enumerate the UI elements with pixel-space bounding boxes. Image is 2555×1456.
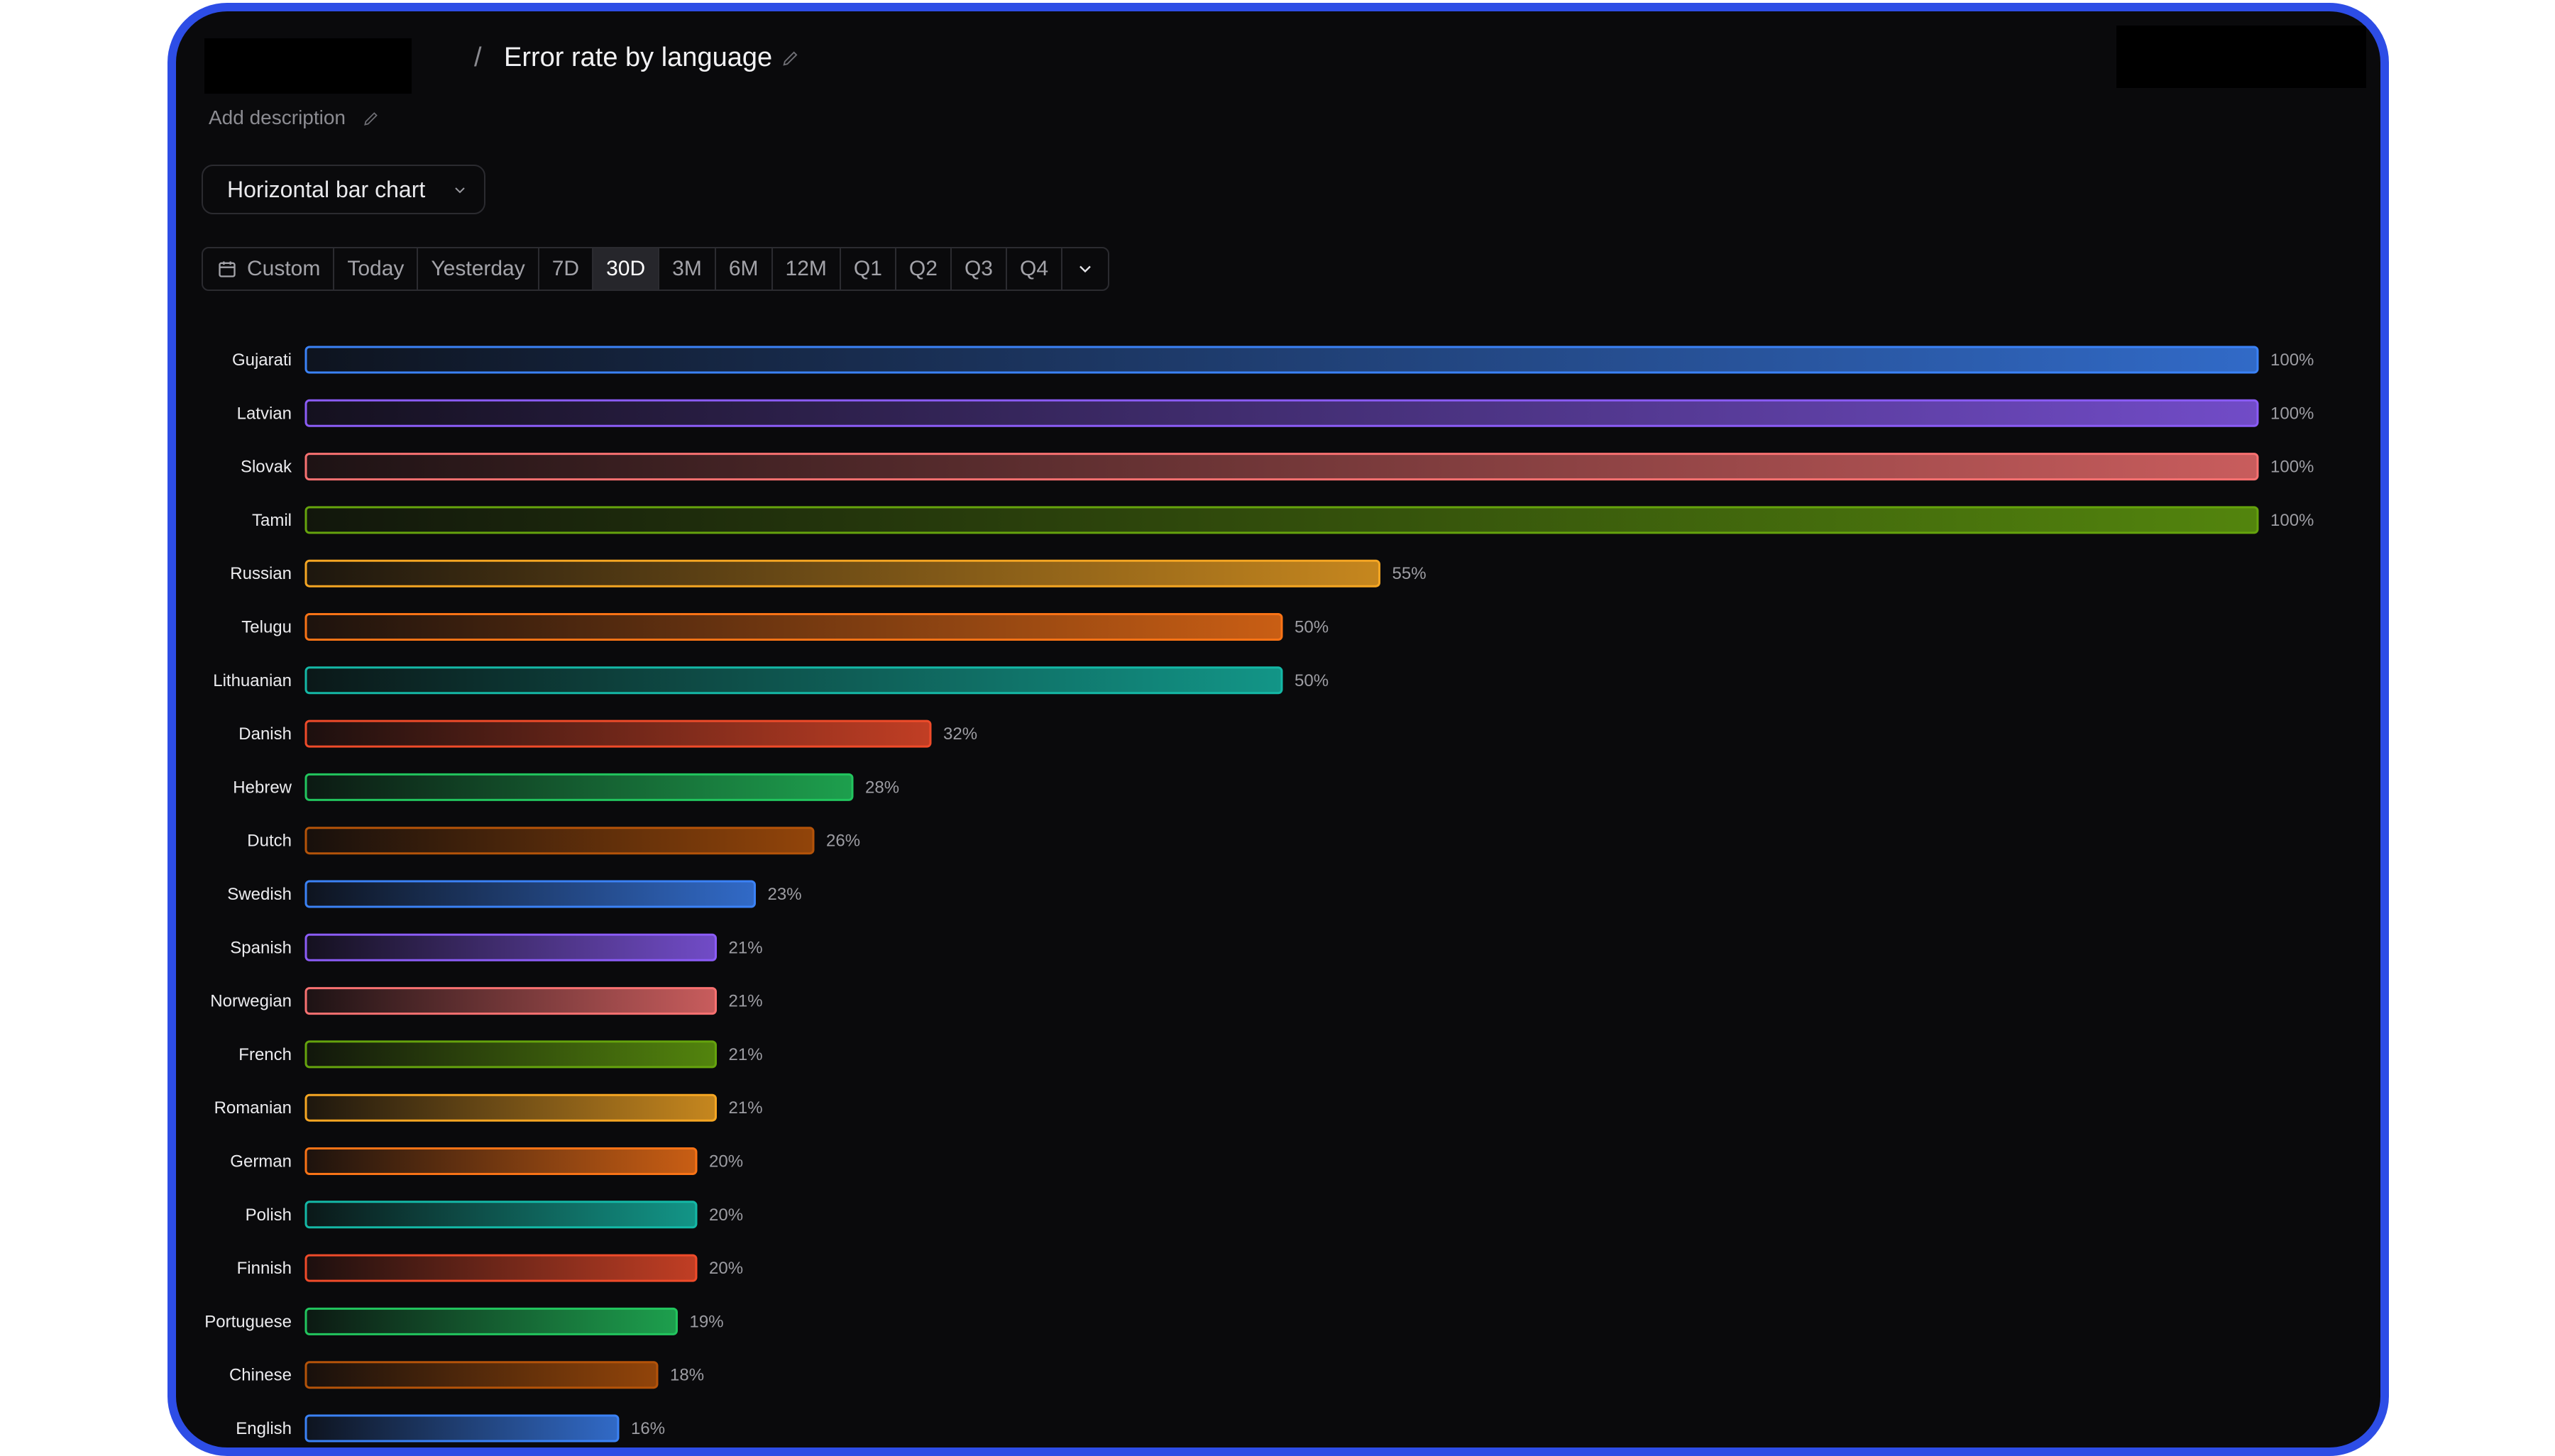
range-more[interactable]: [1062, 248, 1108, 289]
chevron-down-icon: [1079, 265, 1091, 273]
category-label: French: [238, 1045, 292, 1064]
value-label: 28%: [865, 778, 899, 797]
range-7d[interactable]: 7D: [539, 248, 594, 289]
category-label: Swedish: [227, 885, 292, 904]
value-label: 21%: [729, 992, 763, 1011]
range-q2[interactable]: Q2: [896, 248, 952, 289]
value-label: 50%: [1295, 618, 1329, 637]
edit-title-icon[interactable]: [781, 48, 801, 68]
bar[interactable]: [304, 1093, 717, 1122]
category-label: Dutch: [247, 832, 292, 851]
category-label: Chinese: [229, 1366, 292, 1385]
bar[interactable]: [304, 1307, 678, 1335]
bar[interactable]: [304, 399, 2259, 427]
category-label: Tamil: [252, 511, 292, 530]
bar-chart: Gujarati 100% Latvian 100% Slovak 100% Tamil 10…: [204, 346, 2314, 1443]
value-label: 100%: [2270, 404, 2314, 423]
bar[interactable]: [304, 1201, 698, 1229]
category-label: Hebrew: [233, 778, 292, 797]
bar[interactable]: [304, 1414, 620, 1443]
category-label: Slovak: [241, 458, 292, 477]
bar[interactable]: [304, 719, 932, 748]
category-label: Polish: [246, 1206, 292, 1225]
range-q4[interactable]: Q4: [1007, 248, 1063, 289]
category-label: Spanish: [230, 938, 292, 957]
value-label: 20%: [709, 1259, 743, 1278]
category-label: Danish: [238, 724, 292, 744]
chart-type-select[interactable]: Horizontal bar chart: [202, 165, 485, 214]
bar[interactable]: [304, 880, 756, 908]
value-label: 100%: [2270, 458, 2314, 477]
value-label: 18%: [670, 1366, 704, 1385]
redacted-actions: [2116, 26, 2366, 88]
value-label: 16%: [631, 1419, 665, 1438]
value-label: 21%: [729, 1045, 763, 1064]
value-label: 21%: [729, 938, 763, 957]
bar[interactable]: [304, 1361, 659, 1389]
app-window: / Error rate by language Add description…: [167, 3, 2389, 1456]
bar[interactable]: [304, 666, 1283, 695]
category-label: Finnish: [237, 1259, 292, 1278]
bar[interactable]: [304, 1040, 717, 1069]
category-label: Russian: [230, 564, 292, 583]
chevron-down-icon: [455, 187, 465, 194]
bar[interactable]: [304, 987, 717, 1015]
category-label: Romanian: [214, 1098, 292, 1118]
redacted-breadcrumb: [204, 38, 412, 94]
bar[interactable]: [304, 559, 1380, 588]
value-label: 23%: [768, 885, 802, 904]
category-label: Latvian: [237, 404, 292, 423]
bar[interactable]: [304, 453, 2259, 481]
range-q3[interactable]: Q3: [952, 248, 1007, 289]
bar[interactable]: [304, 613, 1283, 641]
value-label: 50%: [1295, 671, 1329, 690]
chart-type-value: Horizontal bar chart: [227, 176, 426, 202]
value-label: 32%: [943, 724, 977, 744]
range-q1[interactable]: Q1: [841, 248, 896, 289]
bar[interactable]: [304, 1147, 698, 1175]
calendar-icon: [219, 261, 236, 277]
value-label: 20%: [709, 1206, 743, 1225]
value-label: 21%: [729, 1098, 763, 1118]
breadcrumb-separator: /: [474, 43, 482, 72]
bar[interactable]: [304, 1254, 698, 1282]
category-label: Lithuanian: [213, 671, 292, 690]
bar[interactable]: [304, 773, 854, 801]
value-label: 26%: [826, 832, 860, 851]
value-label: 55%: [1392, 564, 1427, 583]
range-custom-label: Custom: [247, 257, 321, 280]
range-yesterday[interactable]: Yesterday: [418, 248, 539, 289]
bar[interactable]: [304, 933, 717, 961]
range-12m[interactable]: 12M: [773, 248, 841, 289]
range-3m[interactable]: 3M: [659, 248, 716, 289]
value-label: 100%: [2270, 351, 2314, 370]
edit-description-icon[interactable]: [362, 109, 380, 128]
category-label: German: [230, 1152, 292, 1171]
category-label: Portuguese: [204, 1312, 292, 1331]
bar[interactable]: [304, 506, 2259, 534]
page-title[interactable]: Error rate by language: [504, 43, 773, 72]
range-30d[interactable]: 30D: [593, 248, 660, 289]
category-label: Gujarati: [232, 351, 292, 370]
date-range-selector: Custom Today Yesterday 7D 30D 3M 6M 12M …: [202, 247, 1110, 291]
range-6m[interactable]: 6M: [716, 248, 773, 289]
category-label: Norwegian: [210, 992, 292, 1011]
value-label: 19%: [690, 1312, 724, 1331]
category-label: English: [236, 1419, 292, 1438]
value-label: 20%: [709, 1152, 743, 1171]
add-description-link[interactable]: Add description: [209, 106, 346, 128]
bar[interactable]: [304, 827, 815, 855]
bar[interactable]: [304, 346, 2259, 374]
value-label: 100%: [2270, 511, 2314, 530]
category-label: Telugu: [241, 618, 292, 637]
range-today[interactable]: Today: [334, 248, 419, 289]
range-custom[interactable]: Custom: [203, 248, 335, 289]
